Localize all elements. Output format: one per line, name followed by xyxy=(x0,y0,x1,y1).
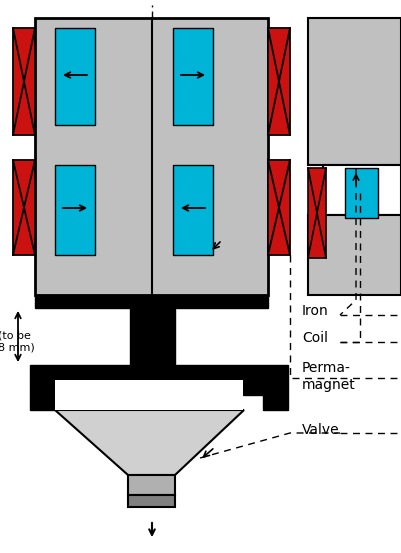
Bar xyxy=(30,380,72,395)
Bar xyxy=(55,165,95,255)
Text: magnet: magnet xyxy=(302,378,356,392)
Bar xyxy=(128,475,175,495)
Polygon shape xyxy=(55,410,244,475)
Bar xyxy=(263,395,288,410)
Bar xyxy=(55,28,95,125)
Bar xyxy=(55,380,243,410)
Bar xyxy=(308,215,401,295)
Bar xyxy=(35,18,268,295)
Bar xyxy=(173,28,213,125)
Bar xyxy=(30,365,288,380)
Text: 8 mm): 8 mm) xyxy=(0,343,35,353)
Bar xyxy=(345,168,378,218)
Bar xyxy=(35,295,268,308)
Bar xyxy=(13,28,35,135)
Bar xyxy=(130,308,175,365)
Bar xyxy=(308,18,401,165)
Bar xyxy=(173,165,213,255)
Bar xyxy=(243,380,288,395)
Bar xyxy=(323,165,401,215)
Bar xyxy=(268,160,290,255)
Bar xyxy=(308,168,326,258)
Bar xyxy=(268,28,290,135)
Text: Coil: Coil xyxy=(302,331,328,345)
Text: Perma-: Perma- xyxy=(302,361,351,375)
Text: Iron: Iron xyxy=(302,304,329,318)
Text: Valve: Valve xyxy=(302,423,340,437)
Bar xyxy=(128,495,175,507)
Bar xyxy=(13,160,35,255)
Bar xyxy=(30,395,55,410)
Text: (to be: (to be xyxy=(0,330,31,340)
